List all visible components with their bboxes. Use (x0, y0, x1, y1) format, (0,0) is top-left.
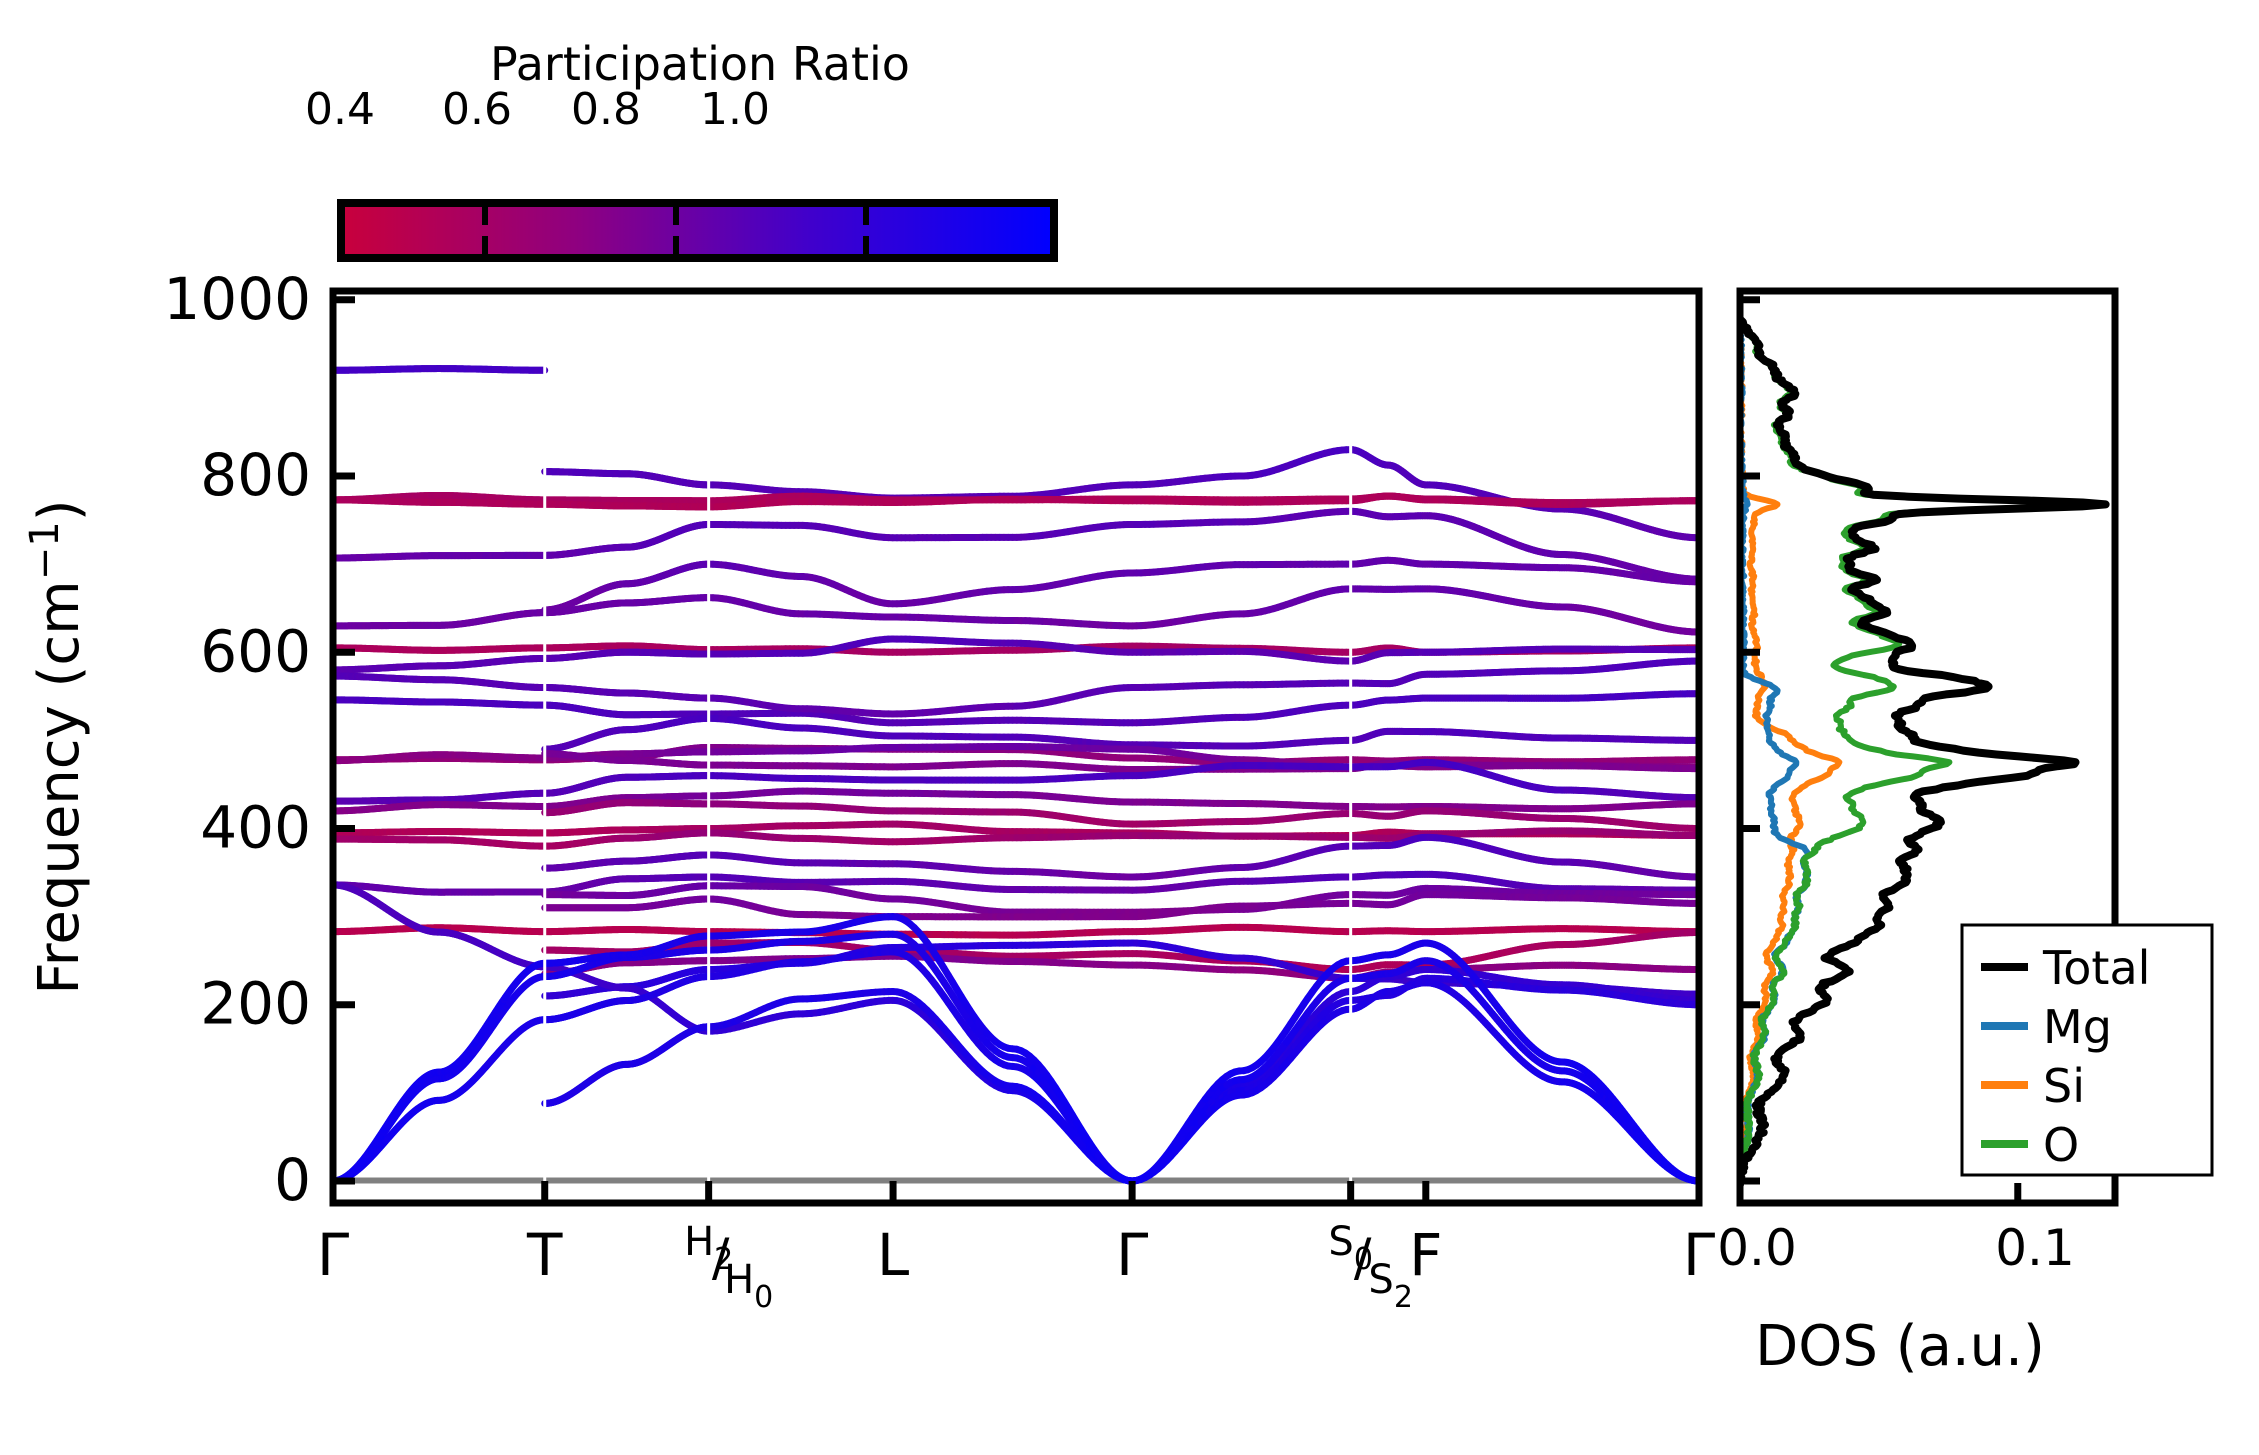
colorbar-group: Participation Ratio 0.4 0.6 0.8 1.0 (305, 37, 1058, 262)
colorbar-tick-3: 1.0 (700, 84, 770, 135)
colorbar-tick-1: 0.6 (442, 84, 512, 135)
y-axis-label-main: Frequency (cm (27, 580, 92, 994)
y-axis-label-group: Frequency (cm−1) (22, 499, 92, 994)
colorbar-tick-0: 0.4 (305, 84, 375, 135)
colorbar-title: Participation Ratio (490, 37, 910, 91)
phonon-bands (333, 365, 1699, 1185)
colorbar-tick-2: 0.8 (571, 84, 641, 135)
colorbar-frame (337, 199, 1058, 262)
colorbar-gradient (341, 203, 1054, 258)
colorbar-ticklabels: 0.4 0.6 0.8 1.0 (305, 84, 770, 135)
y-axis-label-tail: ) (27, 499, 92, 521)
colorbar-ticks (482, 203, 869, 258)
y-axis-label-exponent: −1 (22, 521, 68, 580)
